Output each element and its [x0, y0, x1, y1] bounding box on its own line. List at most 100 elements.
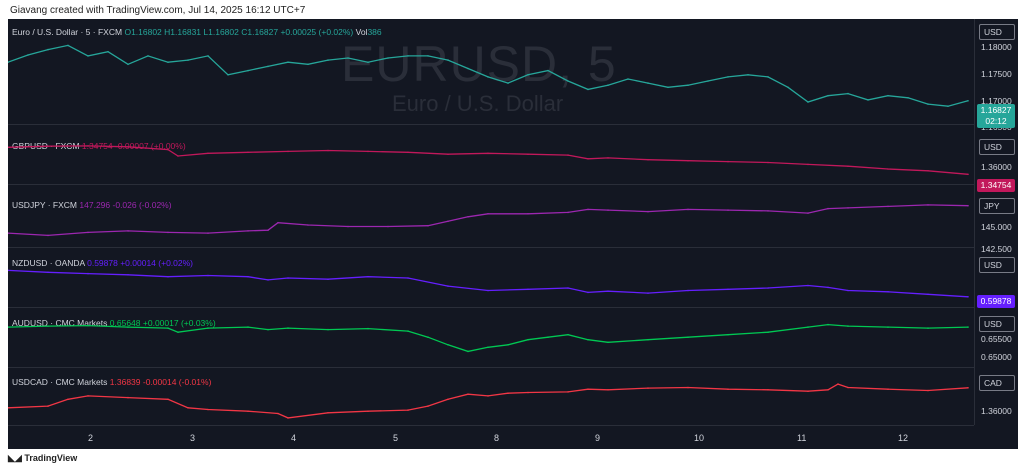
data-point [487, 152, 489, 155]
data-point [807, 390, 809, 393]
data-point [287, 61, 289, 63]
panes[interactable]: EURUSD, 5 Euro / U.S. Dollar Euro / U.S.… [8, 19, 974, 425]
tick: 1.36000 [981, 406, 1012, 416]
data-point [67, 44, 69, 47]
data-point [647, 387, 649, 389]
data-point [967, 387, 969, 389]
data-point [127, 63, 129, 66]
unit-gbpusd[interactable]: USD [979, 139, 1015, 155]
data-point [467, 393, 469, 396]
data-point [447, 398, 449, 401]
data-point [127, 230, 129, 232]
time-axis[interactable]: 2 3 4 5 8 9 10 11 12 [8, 425, 974, 450]
data-point [607, 389, 609, 391]
data-point [8, 61, 9, 63]
data-point [947, 105, 949, 107]
unit-eurusd[interactable]: USD [979, 24, 1015, 40]
tick: 1.17500 [981, 69, 1012, 79]
legend-title: USDCAD · CMC Markets [12, 377, 108, 387]
data-point [467, 350, 469, 353]
data-point [607, 84, 609, 86]
data-point [667, 86, 669, 89]
data-point [167, 398, 169, 401]
data-point [27, 54, 29, 56]
data-point [727, 388, 729, 391]
pane-usdcad: USDCAD · CMC Markets 1.36839 -0.00014 (-… [8, 367, 974, 425]
legend-value: 147.296 [79, 200, 111, 210]
data-point [187, 59, 189, 61]
data-point [407, 55, 409, 57]
data-point [327, 149, 329, 152]
data-point [927, 293, 929, 296]
data-point [367, 327, 369, 330]
data-point [127, 326, 129, 328]
series-line-eurusd [8, 44, 969, 107]
data-point [647, 292, 649, 294]
data-point [507, 82, 509, 84]
data-point [447, 220, 449, 223]
data-point [167, 275, 169, 278]
unit-audusd[interactable]: USD [979, 316, 1015, 332]
legend-change: -0.00014 (-0.01%) [142, 377, 212, 387]
data-point [767, 389, 769, 391]
data-point [407, 330, 409, 332]
data-point [467, 216, 469, 218]
data-point [87, 395, 89, 397]
data-point [927, 389, 929, 392]
watermark-symbol: EURUSD, 5 [341, 36, 617, 92]
price-axis[interactable]: USD 1.18000 1.17500 1.17000 1.16500 1.16… [974, 19, 1019, 425]
pane-usdjpy: USDJPY · FXCM 147.296 -0.026 (-0.02%) [8, 184, 974, 248]
legend-change: -0.00007 (+0.00%) [115, 141, 186, 151]
data-point [207, 152, 209, 155]
data-point [207, 274, 209, 277]
tick: 1.18000 [981, 42, 1012, 52]
tradingview-logo[interactable]: ◣◢ TradingView [8, 453, 77, 464]
data-point [837, 383, 839, 385]
data-point [527, 74, 529, 76]
series-line-gbpusd [8, 145, 969, 175]
data-point [107, 50, 109, 53]
unit-usdjpy[interactable]: JPY [979, 198, 1015, 214]
data-point [367, 275, 369, 278]
data-point [47, 405, 49, 407]
data-point [177, 155, 179, 157]
data-point [267, 229, 269, 231]
data-point [847, 207, 849, 209]
data-point [247, 275, 249, 278]
data-point [87, 324, 89, 327]
data-point [807, 326, 809, 328]
data-point [267, 65, 269, 68]
tick: 145.000 [981, 222, 1012, 232]
data-point [887, 388, 889, 391]
data-point [507, 392, 509, 395]
data-point [887, 291, 889, 293]
unit-nzdusd[interactable]: USD [979, 257, 1015, 273]
last-price-eurusd: 1.16827 02:12 [977, 104, 1015, 128]
data-point [287, 150, 289, 153]
data-point [347, 225, 349, 228]
data-point [207, 55, 209, 57]
x-tick: 10 [694, 433, 705, 443]
legend-value: 1.36839 [109, 377, 141, 387]
last-price-nzdusd: 0.59878 [977, 295, 1015, 308]
tick: 0.65000 [981, 352, 1012, 362]
data-point [87, 272, 89, 275]
data-point [307, 63, 309, 66]
countdown: 02:12 [985, 116, 1007, 126]
data-point [967, 296, 969, 298]
legend-nzdusd: NZDUSD · OANDA 0.59878 +0.00014 (+0.02%) [12, 258, 193, 268]
data-point [567, 154, 569, 156]
legend-title: USDJPY · FXCM [12, 200, 78, 210]
x-tick: 9 [595, 433, 601, 443]
data-point [827, 94, 829, 97]
data-point [427, 224, 429, 227]
data-point [347, 57, 349, 59]
data-point [487, 213, 489, 215]
data-point [8, 407, 9, 409]
x-tick: 3 [190, 433, 196, 443]
tick: 1.36000 [981, 162, 1012, 172]
data-point [687, 208, 689, 211]
unit-usdcad[interactable]: CAD [979, 375, 1015, 391]
plot-area[interactable] [8, 19, 974, 425]
legend-change: +0.00025 (+0.02%) [280, 27, 354, 37]
